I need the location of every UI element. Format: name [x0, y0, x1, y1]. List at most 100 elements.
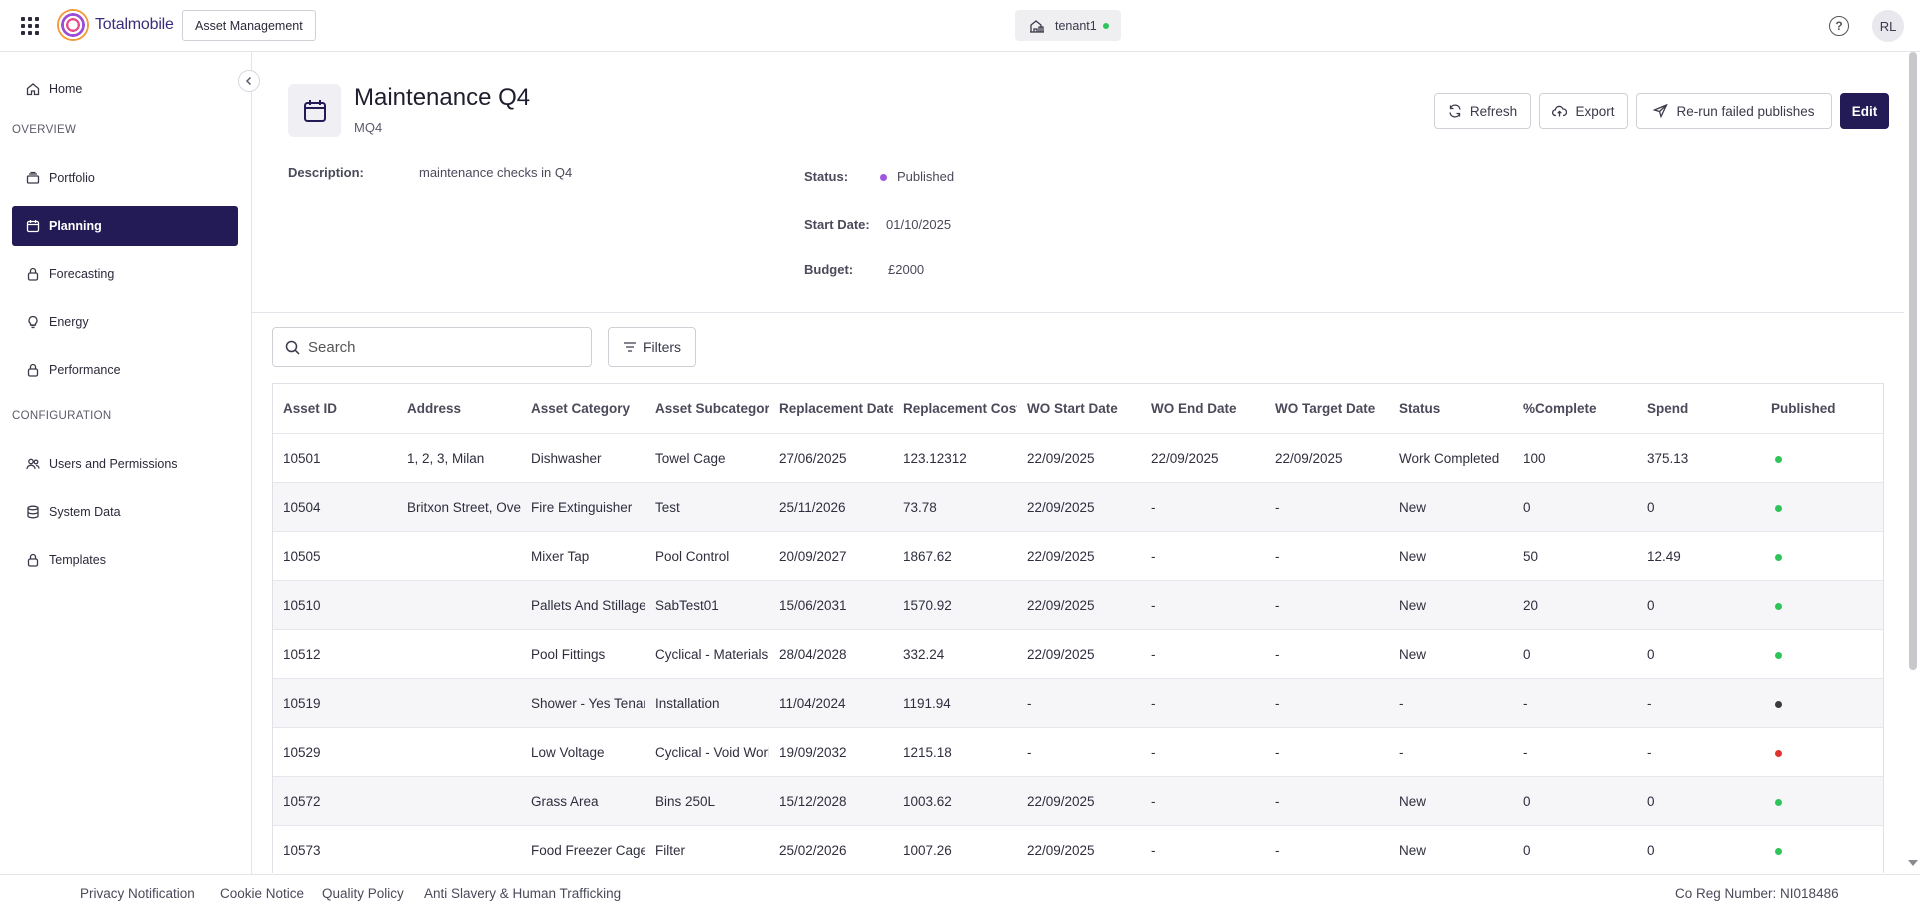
sidebar-collapse-button[interactable]: [238, 70, 260, 92]
building-icon: [1030, 19, 1044, 33]
refresh-button[interactable]: Refresh: [1434, 93, 1531, 129]
table-row[interactable]: 10505 Mixer Tap Pool Control 20/09/2027 1867…: [273, 532, 1883, 581]
table-cell: 0: [1523, 499, 1531, 515]
table-cell: 22/09/2025: [1027, 793, 1095, 809]
table-cell: 15/12/2028: [779, 793, 847, 809]
sidebar-item-label: Energy: [49, 315, 89, 329]
table-cell: 0: [1523, 646, 1531, 662]
table-cell: -: [1523, 744, 1528, 760]
help-icon[interactable]: ?: [1829, 16, 1849, 36]
sidebar-item-templates[interactable]: Templates: [12, 540, 238, 580]
column-header[interactable]: Status: [1399, 401, 1441, 416]
table-cell: 12.49: [1647, 548, 1681, 564]
edit-button[interactable]: Edit: [1840, 93, 1889, 129]
table-cell: 1, 2, 3, Milan: [407, 450, 485, 466]
send-icon: [1653, 104, 1669, 118]
table-row[interactable]: 10573 Food Freezer Cage Filter 25/02/2026 10…: [273, 826, 1883, 873]
page-title: Maintenance Q4: [354, 84, 531, 111]
column-header[interactable]: Spend: [1647, 401, 1689, 416]
sidebar-item-label: Performance: [49, 363, 121, 377]
table-cell: 20: [1523, 597, 1539, 613]
table-cell: Filter: [655, 842, 685, 858]
column-header[interactable]: Replacement Date: [779, 401, 893, 416]
column-header[interactable]: WO Target Date: [1275, 401, 1376, 416]
rerun-label: Re-run failed publishes: [1676, 103, 1815, 119]
table-cell: 73.78: [903, 499, 937, 515]
table-cell: New: [1399, 548, 1427, 564]
budget-label: Budget:: [804, 262, 854, 277]
table-cell: 11/04/2024: [779, 695, 846, 711]
table-row[interactable]: 10529 Low Voltage Cyclical - Void Works 19/…: [273, 728, 1883, 777]
sidebar-item-system-data[interactable]: System Data: [12, 492, 238, 532]
column-header[interactable]: WO End Date: [1151, 401, 1237, 416]
search-box[interactable]: [272, 327, 592, 367]
published-status-dot: [1775, 553, 1782, 561]
filters-button[interactable]: Filters: [608, 327, 696, 367]
column-header[interactable]: Replacement Cost: [903, 401, 1017, 416]
table-cell: -: [1027, 695, 1032, 711]
status-indicator-dot: [880, 174, 887, 181]
chevron-left-icon: [245, 76, 252, 86]
sidebar-item-portfolio[interactable]: Portfolio: [12, 158, 238, 198]
published-cell: [1761, 794, 1883, 809]
lock-icon: [27, 553, 39, 567]
sidebar-item-users-and-permissions[interactable]: Users and Permissions: [12, 444, 238, 484]
table-row[interactable]: 10501 1, 2, 3, Milan Dishwasher Towel Cage 2…: [273, 434, 1883, 483]
column-header[interactable]: Published: [1771, 401, 1836, 416]
module-badge[interactable]: Asset Management: [182, 10, 316, 41]
table-cell: 332.24: [903, 646, 945, 662]
export-button[interactable]: Export: [1539, 93, 1628, 129]
status-value: Published: [897, 169, 955, 184]
table-cell: Towel Cage: [655, 450, 726, 466]
table-cell: 10529: [283, 744, 321, 760]
app-launcher-icon[interactable]: [21, 17, 39, 35]
table-header-row: Asset ID Address Asset Category Asset Subca…: [273, 384, 1883, 434]
table-cell: 1003.62: [903, 793, 952, 809]
sidebar-item-home[interactable]: Home: [12, 69, 238, 109]
table-cell: Grass Area: [531, 793, 599, 809]
table-cell: 1570.92: [903, 597, 952, 613]
column-header[interactable]: Asset Category: [531, 401, 631, 416]
table-cell: 22/09/2025: [1027, 842, 1095, 858]
table-cell: 50: [1523, 548, 1539, 564]
quality-policy-link[interactable]: Quality Policy: [322, 886, 404, 901]
cookie-notice-link[interactable]: Cookie Notice: [220, 886, 305, 901]
table-cell: Pool Fittings: [531, 646, 606, 662]
table-cell: New: [1399, 646, 1427, 662]
table-row[interactable]: 10510 Pallets And Stillages SabTest01 15/06…: [273, 581, 1883, 630]
table-row[interactable]: 10519 Shower - Yes Tenant Installation 11/0…: [273, 679, 1883, 728]
table-row[interactable]: 10512 Pool Fittings Cyclical - Materials 28…: [273, 630, 1883, 679]
filters-label: Filters: [642, 339, 682, 355]
table-cell: 10572: [283, 793, 321, 809]
table-cell: 10504: [283, 499, 321, 515]
user-avatar[interactable]: RL: [1872, 10, 1904, 42]
sidebar-item-label: Users and Permissions: [49, 457, 178, 471]
search-input[interactable]: [308, 338, 578, 356]
table-cell: 10573: [283, 842, 321, 858]
table-cell: 1215.18: [903, 744, 952, 760]
table-cell: -: [1151, 744, 1156, 760]
column-header[interactable]: Asset Subcategory: [655, 401, 769, 416]
scroll-down-arrow-icon[interactable]: [1908, 860, 1918, 866]
column-header[interactable]: %Complete: [1523, 401, 1597, 416]
sidebar-item-forecasting[interactable]: Forecasting: [12, 254, 238, 294]
sidebar-item-label: Planning: [49, 219, 102, 233]
sidebar-item-planning[interactable]: Planning: [12, 206, 238, 246]
home-icon: [26, 83, 40, 96]
table-row[interactable]: 10504 Britxon Street, Over Fire Extinguish…: [273, 483, 1883, 532]
brand-logo[interactable]: Totalmobile: [57, 9, 174, 41]
privacy-notification-link[interactable]: Privacy Notification: [80, 886, 195, 901]
rerun-failed-publishes-button[interactable]: Re-run failed publishes: [1636, 93, 1832, 129]
tenant-selector[interactable]: tenant1: [1015, 10, 1121, 41]
table-cell: 0: [1647, 646, 1655, 662]
anti-slavery-link[interactable]: Anti Slavery & Human Trafficking: [424, 886, 622, 901]
table-row[interactable]: 10572 Grass Area Bins 250L 15/12/2028 1003.6…: [273, 777, 1883, 826]
table-cell: New: [1399, 842, 1427, 858]
column-header[interactable]: WO Start Date: [1027, 401, 1118, 416]
table-cell: Cyclical - Materials: [655, 646, 769, 662]
sidebar-item-energy[interactable]: Energy: [12, 302, 238, 342]
column-header[interactable]: Asset ID: [283, 401, 338, 416]
column-header[interactable]: Address: [407, 401, 462, 416]
scrollbar-thumb[interactable]: [1909, 52, 1917, 670]
sidebar-item-performance[interactable]: Performance: [12, 350, 238, 390]
